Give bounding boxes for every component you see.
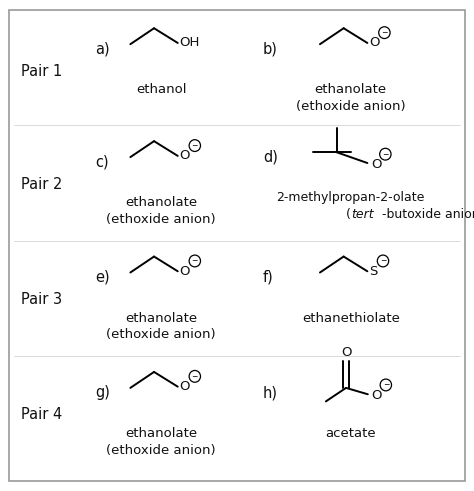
Text: −: − xyxy=(380,256,386,266)
Text: (ethoxide anion): (ethoxide anion) xyxy=(106,444,216,457)
FancyBboxPatch shape xyxy=(9,10,465,481)
Text: tert: tert xyxy=(351,208,374,221)
Text: Pair 1: Pair 1 xyxy=(21,64,63,79)
Text: −: − xyxy=(382,150,389,159)
Text: a): a) xyxy=(95,42,109,56)
Text: Pair 3: Pair 3 xyxy=(21,292,63,307)
Text: −: − xyxy=(381,28,388,37)
Text: ethanolate: ethanolate xyxy=(125,312,197,325)
Text: −: − xyxy=(191,372,198,381)
Text: ethanethiolate: ethanethiolate xyxy=(302,312,400,325)
Text: 2-methylpropan-2-olate: 2-methylpropan-2-olate xyxy=(276,191,425,204)
Text: O: O xyxy=(341,346,351,359)
Text: ethanolate: ethanolate xyxy=(125,427,197,440)
Text: O: O xyxy=(180,149,190,163)
Text: O: O xyxy=(372,389,382,402)
Text: S: S xyxy=(369,265,378,278)
Text: e): e) xyxy=(95,270,109,285)
Text: h): h) xyxy=(263,385,278,400)
Text: O: O xyxy=(369,36,380,50)
Text: g): g) xyxy=(95,385,109,400)
Text: −: − xyxy=(383,381,389,389)
Text: (: ( xyxy=(346,208,351,221)
Text: (ethoxide anion): (ethoxide anion) xyxy=(106,213,216,226)
Text: ethanolate: ethanolate xyxy=(315,83,387,96)
Text: O: O xyxy=(371,158,382,171)
Text: ethanolate: ethanolate xyxy=(125,196,197,209)
Text: ethanol: ethanol xyxy=(136,83,186,96)
Text: O: O xyxy=(180,380,190,393)
Text: d): d) xyxy=(263,150,278,164)
Text: (ethoxide anion): (ethoxide anion) xyxy=(106,328,216,341)
Text: O: O xyxy=(180,265,190,278)
Text: f): f) xyxy=(263,270,274,285)
Text: acetate: acetate xyxy=(326,427,376,440)
Text: Pair 2: Pair 2 xyxy=(21,177,63,191)
Text: (ethoxide anion): (ethoxide anion) xyxy=(296,100,406,113)
Text: -butoxide anion): -butoxide anion) xyxy=(382,208,474,221)
Text: −: − xyxy=(191,256,198,266)
Text: Pair 4: Pair 4 xyxy=(21,408,63,422)
Text: c): c) xyxy=(95,155,109,169)
Text: −: − xyxy=(191,141,198,150)
Text: OH: OH xyxy=(180,36,200,50)
Text: b): b) xyxy=(263,42,278,56)
